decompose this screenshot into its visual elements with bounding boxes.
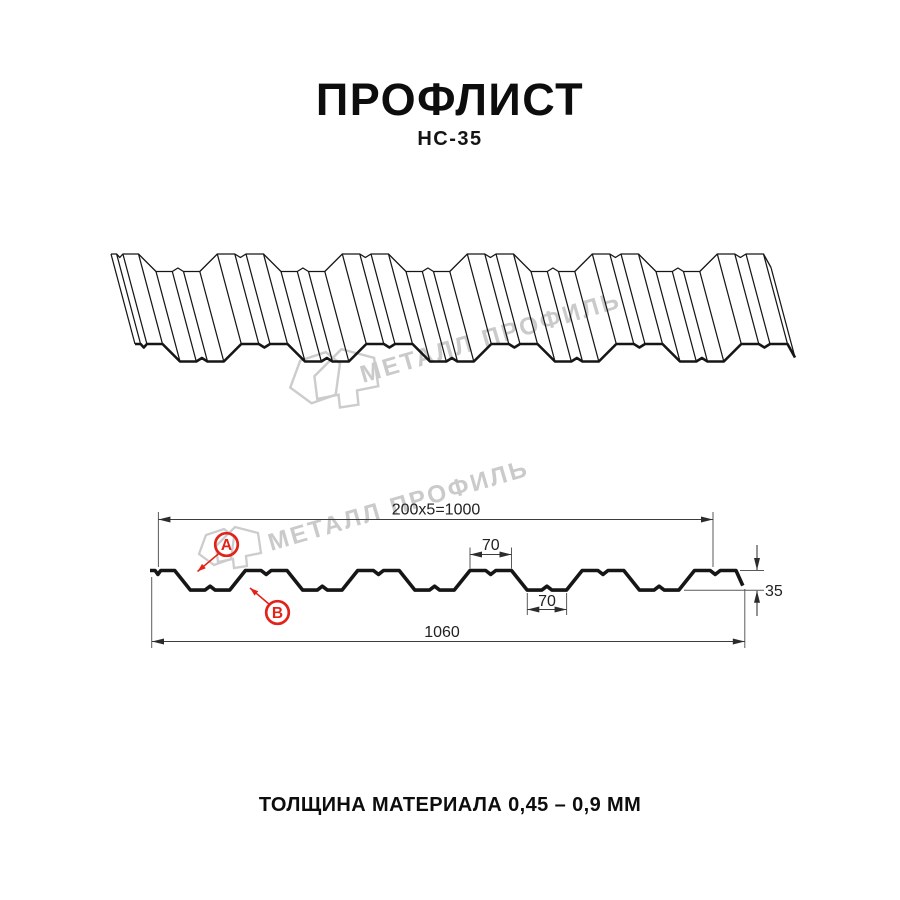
page-title: ПРОФЛИСТ — [315, 74, 585, 125]
dim-label-top-width: 200x5=1000 — [392, 502, 481, 519]
profile-3d-drawing — [110, 253, 797, 363]
profile-model-name: НС-35 — [417, 128, 483, 150]
material-thickness-note: ТОЛЩИНА МАТЕРИАЛА 0,45 – 0,9 ММ — [258, 794, 642, 816]
callout-a: А — [196, 531, 240, 573]
callout-b: В — [249, 587, 291, 626]
dimension-lines — [152, 516, 760, 645]
dim-label-crest-width: 70 — [482, 537, 500, 554]
dim-label-height: 35 — [765, 583, 783, 600]
cross-section-profile — [150, 568, 745, 592]
callout-a-letter: А — [221, 537, 232, 554]
watermark-text-top: МЕТАЛЛ ПРОФИЛЬ — [357, 287, 624, 389]
dim-label-total-width: 1060 — [424, 624, 460, 641]
dim-label-trough-width: 70 — [538, 593, 556, 610]
callout-b-letter: В — [272, 605, 283, 622]
